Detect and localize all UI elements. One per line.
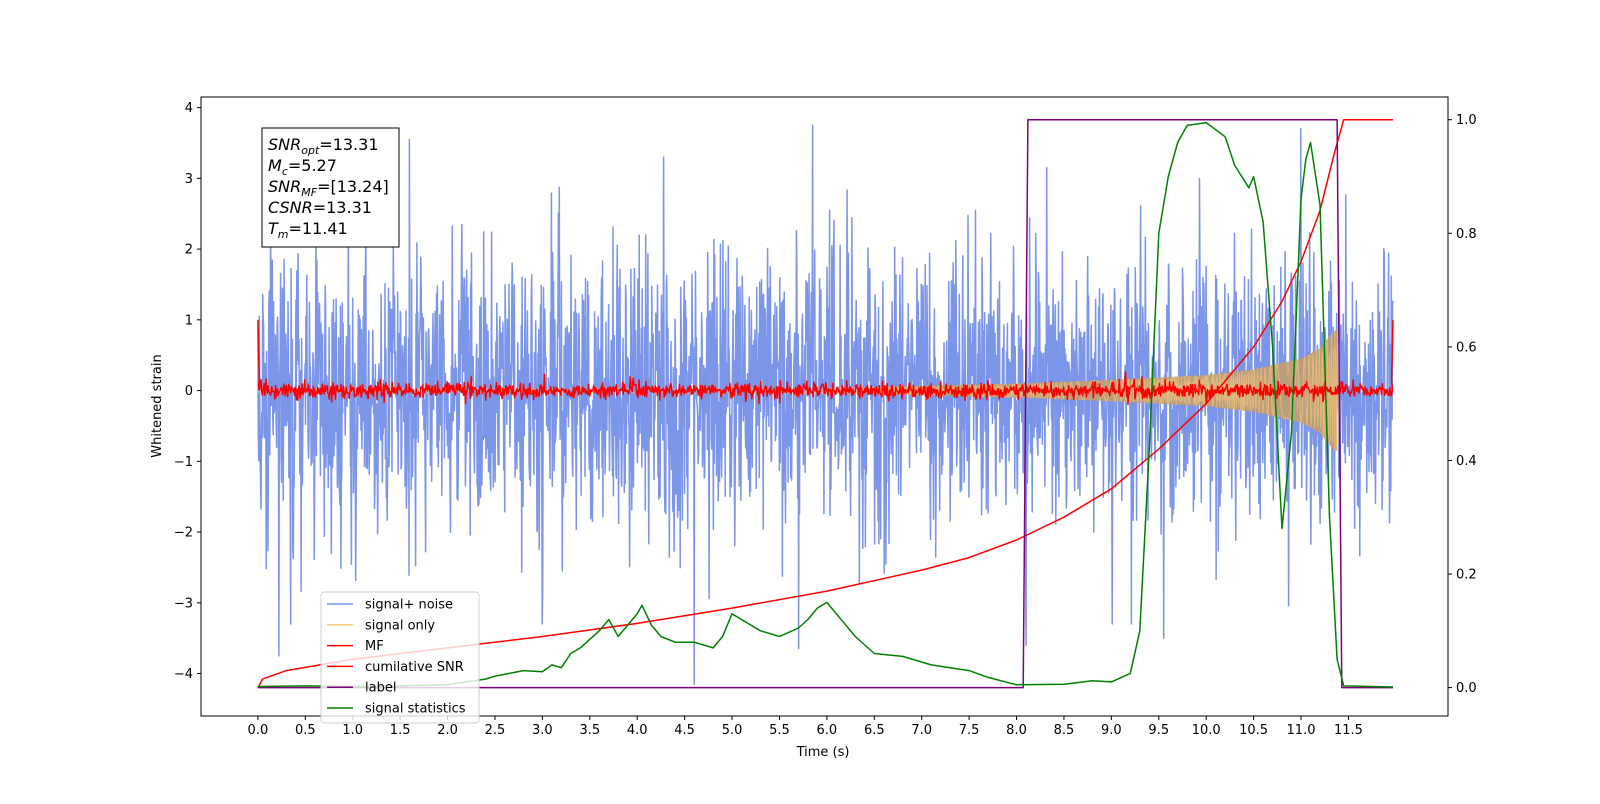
series-mf <box>257 319 1394 406</box>
series-signal-noise <box>257 124 1394 685</box>
x-tick-label: 9.5 <box>1148 723 1169 738</box>
x-tick-label: 1.5 <box>390 723 411 738</box>
x-tick-label: 4.5 <box>674 723 695 738</box>
x-tick-label: 7.5 <box>959 723 980 738</box>
x-tick-label: 6.0 <box>817 723 838 738</box>
x-tick-label: 8.5 <box>1054 723 1075 738</box>
annotation-line: SNRopt=13.31 <box>268 135 379 157</box>
y2-tick-label: 0.0 <box>1456 681 1477 696</box>
x-tick-label: 11.5 <box>1334 723 1363 738</box>
y2-tick-label: 0.6 <box>1456 340 1477 355</box>
y-tick-label: 3 <box>185 172 193 187</box>
legend-label: signal only <box>365 618 435 633</box>
y-tick-label: −4 <box>174 667 193 682</box>
annotation-line: SNRMF=[13.24] <box>268 177 389 199</box>
x-tick-label: 2.0 <box>437 723 458 738</box>
x-axis-label: Time (s) <box>796 745 850 760</box>
legend-label: signal+ noise <box>365 598 453 613</box>
x-tick-label: 0.5 <box>295 723 316 738</box>
y-tick-label: 4 <box>185 101 193 116</box>
annotation-line: CSNR=13.31 <box>268 198 372 217</box>
x-axis: 0.0 0.5 1.0 1.5 2.0 2.5 3.0 3.5 4.0 4.5 5.0 5.5 6.0 6… <box>248 716 1363 738</box>
series-label <box>257 118 1393 689</box>
y-tick-label: −2 <box>174 526 193 541</box>
annotation-line: Mc=5.27 <box>268 156 337 178</box>
y-axis-right: 1.0 0.8 0.6 0.4 0.2 0.0 <box>1448 113 1477 696</box>
y2-tick-label: 0.4 <box>1456 454 1477 469</box>
legend-label: signal statistics <box>365 702 466 717</box>
y-axis-left: 4 3 2 1 0 −1 −2 −3 −4 <box>174 101 201 682</box>
x-tick-label: 7.0 <box>911 723 932 738</box>
y-tick-label: −3 <box>174 596 193 611</box>
x-tick-label: 6.5 <box>864 723 885 738</box>
x-tick-label: 3.5 <box>579 723 600 738</box>
annotation-frame <box>261 127 400 248</box>
y-tick-label: −1 <box>174 455 193 470</box>
annotation-line: Tm=11.41 <box>268 219 348 241</box>
legend: signal+ noise signal only MF cumilative SNR… <box>320 591 480 724</box>
x-tick-label: 10.0 <box>1192 723 1221 738</box>
y-axis-label: Whitened strain <box>150 354 165 457</box>
y2-tick-label: 1.0 <box>1456 113 1477 128</box>
y-tick-label: 0 <box>185 384 193 399</box>
legend-label: cumilative SNR <box>365 660 464 675</box>
y-tick-label: 2 <box>185 243 193 258</box>
y-tick-label: 1 <box>185 313 193 328</box>
legend-label: label <box>365 681 396 696</box>
x-tick-label: 10.5 <box>1239 723 1268 738</box>
x-tick-label: 1.0 <box>342 723 363 738</box>
x-tick-label: 0.0 <box>248 723 269 738</box>
x-tick-label: 9.0 <box>1101 723 1122 738</box>
legend-label: MF <box>365 639 384 654</box>
x-tick-label: 8.0 <box>1006 723 1027 738</box>
y2-tick-label: 0.2 <box>1456 568 1477 583</box>
x-tick-label: 2.5 <box>485 723 506 738</box>
x-tick-label: 4.0 <box>627 723 648 738</box>
annotation-box: SNRopt=13.31Mc=5.27SNRMF=[13.24]CSNR=13.… <box>261 127 400 248</box>
y2-tick-label: 0.8 <box>1456 227 1477 242</box>
x-tick-label: 5.5 <box>769 723 790 738</box>
plot-frame <box>200 96 1449 717</box>
series-signal-statistics <box>257 121 1394 688</box>
x-tick-label: 11.0 <box>1287 723 1316 738</box>
x-tick-label: 3.0 <box>532 723 553 738</box>
legend-frame <box>320 591 480 724</box>
x-tick-label: 5.0 <box>722 723 743 738</box>
